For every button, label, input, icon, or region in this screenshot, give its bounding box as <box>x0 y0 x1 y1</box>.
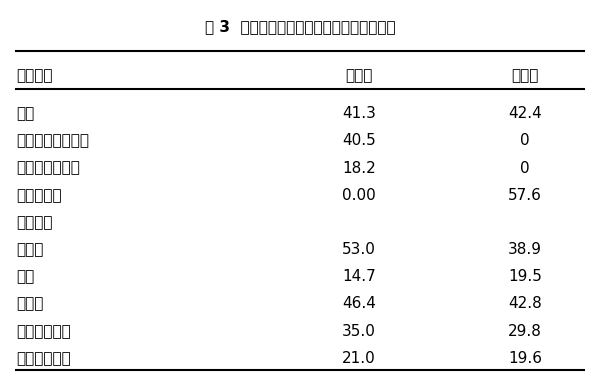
Text: 日粮组成: 日粮组成 <box>16 68 53 83</box>
Text: 29.8: 29.8 <box>508 324 542 339</box>
Text: 18.2: 18.2 <box>342 161 376 176</box>
Text: 干物质: 干物质 <box>16 242 43 257</box>
Text: 营养水平: 营养水平 <box>16 215 53 230</box>
Text: 21.0: 21.0 <box>342 351 376 366</box>
Text: 19.6: 19.6 <box>508 351 542 366</box>
Text: 0.00: 0.00 <box>342 188 376 203</box>
Text: 酸性洗涤纤维: 酸性洗涤纤维 <box>16 351 71 366</box>
Text: 19.5: 19.5 <box>508 269 542 284</box>
Text: 53.0: 53.0 <box>342 242 376 257</box>
Text: 42.4: 42.4 <box>508 106 542 121</box>
Text: 0: 0 <box>520 161 530 176</box>
Text: 35.0: 35.0 <box>342 324 376 339</box>
Text: 未处理的皇竹草: 未处理的皇竹草 <box>16 161 80 176</box>
Text: 未处理的油菜秸秆: 未处理的油菜秸秆 <box>16 133 89 148</box>
Text: 14.7: 14.7 <box>342 269 376 284</box>
Text: 40.5: 40.5 <box>342 133 376 148</box>
Text: 加工组: 加工组 <box>511 68 539 83</box>
Text: 46.4: 46.4 <box>342 296 376 312</box>
Text: 0: 0 <box>520 133 530 148</box>
Text: 41.3: 41.3 <box>342 106 376 121</box>
Text: 表 3  日粮组分及其化学组成（干物质基础）: 表 3 日粮组分及其化学组成（干物质基础） <box>205 19 395 34</box>
Text: 57.6: 57.6 <box>508 188 542 203</box>
Text: 42.8: 42.8 <box>508 296 542 312</box>
Text: 精料: 精料 <box>16 106 34 121</box>
Text: 38.9: 38.9 <box>508 242 542 257</box>
Text: 中性洗涤纤维: 中性洗涤纤维 <box>16 324 71 339</box>
Text: 混合青贮料: 混合青贮料 <box>16 188 62 203</box>
Text: 能量: 能量 <box>16 269 34 284</box>
Text: 粗蛋白: 粗蛋白 <box>16 296 43 312</box>
Text: 对照组: 对照组 <box>346 68 373 83</box>
